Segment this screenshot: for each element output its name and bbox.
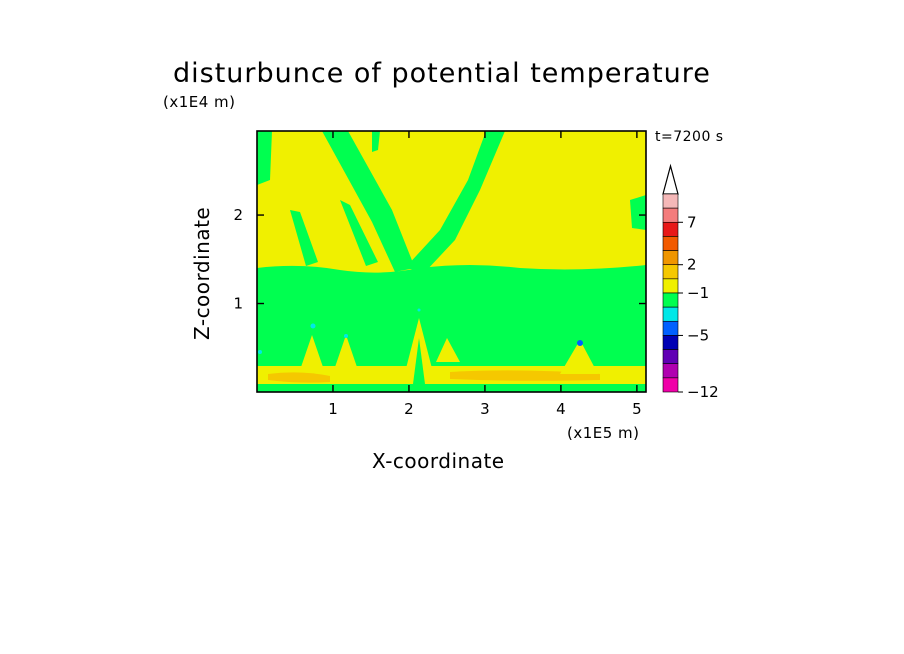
cool-spot-1 <box>310 323 316 329</box>
colorbar-label: −5 <box>687 326 709 344</box>
colorbar-extend-arrow <box>662 163 679 195</box>
colorbar-label: 2 <box>687 256 697 274</box>
band-middle <box>257 265 646 345</box>
colorbar-swatch <box>662 363 679 379</box>
tower-3-core <box>413 338 425 384</box>
colorbar-swatch <box>662 236 679 251</box>
tower-2 <box>334 335 358 370</box>
colorbar-label: −12 <box>687 383 719 401</box>
plume-left-outer <box>290 210 318 266</box>
cool-spot-3 <box>577 340 583 346</box>
warm-patch-1 <box>268 372 330 383</box>
colorbar-swatch <box>662 193 679 209</box>
streak-right <box>630 195 646 230</box>
x-axis-unit: (x1E5 m) <box>567 424 640 442</box>
x-tick-label: 5 <box>632 400 642 418</box>
cool-spot-4 <box>258 350 262 354</box>
colorbar-swatch <box>662 264 679 280</box>
colorbar-swatch <box>662 320 679 336</box>
tower-4 <box>560 340 598 374</box>
streak-top-mid <box>372 131 380 152</box>
plume-mid <box>340 200 378 266</box>
x-axis-label: X-coordinate <box>372 449 505 473</box>
colorbar-swatch <box>662 292 679 308</box>
colorbar-swatch <box>662 349 679 365</box>
contour-field <box>257 131 646 392</box>
colorbar-swatch <box>662 377 679 393</box>
x-tick-label: 2 <box>404 400 414 418</box>
y-axis-unit: (x1E4 m) <box>163 93 236 111</box>
x-tick-label: 1 <box>328 400 338 418</box>
colorbar-swatch <box>662 306 679 322</box>
plume-left <box>322 131 415 272</box>
region-upper-positive <box>257 131 646 276</box>
colorbar: 7 2 −1 −5 −12 <box>662 163 719 401</box>
x-tick-label: 4 <box>556 400 566 418</box>
colorbar-swatch <box>662 250 679 266</box>
y-axis-ticks: 12 <box>233 206 646 313</box>
colorbar-swatch <box>662 278 679 294</box>
streak-top-left <box>257 131 272 185</box>
x-tick-label: 3 <box>480 400 490 418</box>
x-axis-ticks: 1 2 3 4 5 <box>328 131 642 418</box>
y-tick-label: 2 <box>233 206 243 224</box>
colorbar-swatch <box>662 207 679 223</box>
plot-frame <box>256 130 647 393</box>
colorbar-swatch <box>662 335 679 350</box>
y-tick-label: 1 <box>233 295 243 313</box>
tower-1 <box>300 335 324 370</box>
colorbar-swatch <box>662 221 679 237</box>
band-surface <box>257 384 646 392</box>
colorbar-label: −1 <box>687 284 709 302</box>
plume-right <box>405 131 505 272</box>
cool-spot-5 <box>417 308 421 312</box>
time-label: t=7200 s <box>655 129 724 145</box>
tower-5 <box>436 338 460 362</box>
colorbar-label: 7 <box>687 213 697 231</box>
cool-spot-2 <box>344 334 348 338</box>
chart-title: disturbunce of potential temperature <box>173 58 711 89</box>
